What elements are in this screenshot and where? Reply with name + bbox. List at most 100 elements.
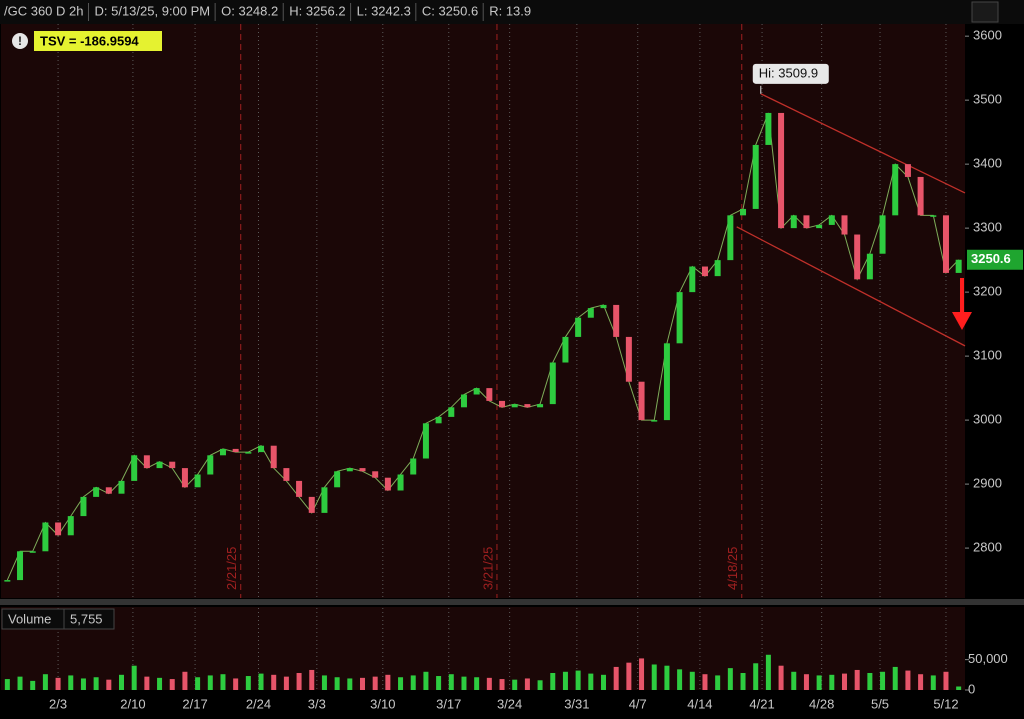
price-bar <box>663 343 670 421</box>
price-bar <box>613 304 620 337</box>
alert-icon-glyph: ! <box>18 34 22 48</box>
price-bar <box>258 445 265 453</box>
price-bar <box>892 164 899 216</box>
header-info: O: 3248.2 <box>221 3 278 18</box>
volume-bar <box>119 674 124 690</box>
trend-channel <box>736 226 966 347</box>
price-bar <box>334 471 341 488</box>
price-bar <box>321 487 328 513</box>
indicator-badge <box>34 31 162 51</box>
price-bar <box>499 400 506 408</box>
price-bar <box>232 448 239 453</box>
volume-bar <box>588 673 594 690</box>
volume-bar <box>42 674 48 690</box>
volume-bar <box>512 679 518 690</box>
volume-bar <box>4 679 10 690</box>
volume-bar <box>639 658 645 690</box>
y-tick-label: 50,000 <box>968 651 1008 666</box>
price-bar <box>156 461 163 469</box>
header-info: R: 13.9 <box>489 3 531 18</box>
volume-bar <box>258 673 264 690</box>
volume-bar <box>930 675 936 690</box>
x-tick-label: 5/5 <box>871 696 889 711</box>
x-tick-label: 4/28 <box>809 696 834 711</box>
price-bar <box>143 455 150 469</box>
price-line <box>6 112 960 581</box>
x-tick-label: 3/31 <box>564 696 589 711</box>
volume-bar <box>677 669 683 690</box>
header-info: C: 3250.6 <box>422 3 478 18</box>
price-bar <box>904 164 911 177</box>
price-bar <box>600 304 607 309</box>
volume-bar <box>791 671 797 690</box>
price-bar <box>219 448 226 456</box>
price-bar <box>866 253 873 280</box>
price-bar <box>29 551 36 553</box>
volume-bar <box>220 674 226 690</box>
price-bar <box>537 404 544 408</box>
volume-bar <box>778 665 784 690</box>
trend-channel <box>760 93 966 194</box>
event-label: 2/21/25 <box>224 547 239 590</box>
x-tick-label: 3/17 <box>436 696 461 711</box>
price-bar <box>93 487 100 497</box>
annotation-label: Hi: 3509.9 <box>759 65 818 80</box>
price-bar <box>207 455 214 475</box>
style-button[interactable] <box>971 1 999 23</box>
volume-bar <box>956 686 962 690</box>
price-bar <box>562 336 569 363</box>
price-bar <box>854 234 861 280</box>
price-bar <box>955 259 962 273</box>
price-bar <box>676 292 683 344</box>
volume-bar <box>918 674 924 690</box>
last-price-label: 3250.6 <box>971 251 1011 266</box>
header-info: /GC 360 D 2h <box>4 3 84 18</box>
volume-bar <box>816 675 822 690</box>
price-bar <box>917 176 924 216</box>
volume-bar <box>283 676 289 690</box>
y-tick-label: 3100 <box>973 348 1002 363</box>
price-bar <box>511 404 518 408</box>
price-bar <box>752 144 759 209</box>
volume-bar <box>854 669 860 690</box>
price-bar <box>118 480 125 494</box>
volume-bar <box>372 676 378 690</box>
volume-bar <box>550 672 556 690</box>
volume-bar <box>30 680 36 690</box>
y-tick-label: 3300 <box>973 220 1002 235</box>
price-bar <box>930 215 937 217</box>
volume-bar <box>131 665 137 690</box>
price-bar <box>4 580 11 582</box>
price-bar <box>701 266 708 277</box>
price-bar <box>549 362 556 405</box>
price-bar <box>105 487 112 494</box>
price-bar <box>486 388 493 401</box>
volume-bar <box>727 668 733 690</box>
volume-bar <box>562 671 568 690</box>
volume-bar <box>943 671 949 690</box>
y-tick-label: 3400 <box>973 156 1002 171</box>
volume-bar <box>689 671 695 690</box>
x-tick-label: 2/24 <box>246 696 271 711</box>
price-bar <box>308 496 315 513</box>
x-tick-label: 4/7 <box>629 696 647 711</box>
y-tick-label: 2900 <box>973 476 1002 491</box>
price-bar <box>460 394 467 408</box>
x-tick-label: 3/3 <box>308 696 326 711</box>
price-bar <box>346 468 353 472</box>
volume-bar <box>182 671 188 690</box>
volume-bar <box>360 677 365 690</box>
x-tick-label: 4/21 <box>749 696 774 711</box>
x-tick-label: 4/14 <box>687 696 712 711</box>
volume-bar <box>499 679 505 690</box>
price-bar <box>638 381 645 421</box>
price-bar <box>689 266 696 293</box>
alert-icon[interactable] <box>12 33 28 49</box>
price-bar <box>169 461 176 469</box>
price-bar <box>587 308 594 318</box>
price-bar <box>296 480 303 497</box>
price-bar <box>270 445 277 469</box>
price-bar <box>42 522 49 552</box>
